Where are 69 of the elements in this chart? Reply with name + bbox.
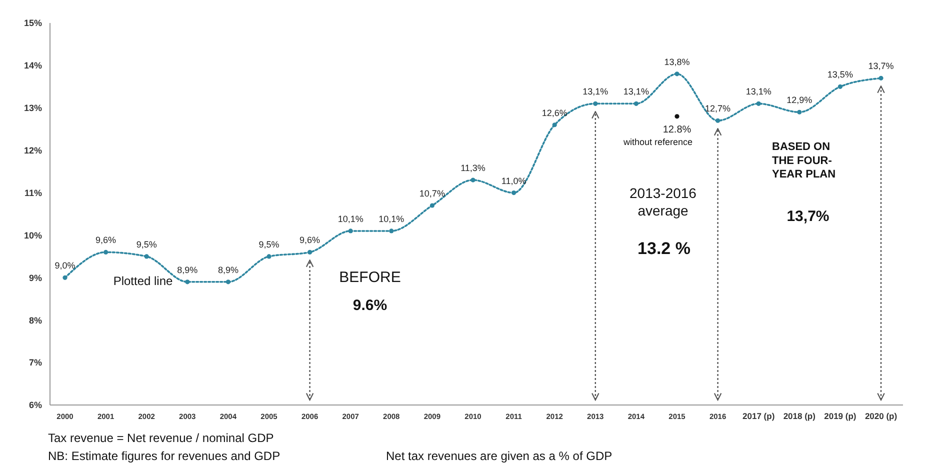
data-label: 11,0%	[501, 176, 526, 186]
point	[634, 101, 638, 106]
point	[674, 72, 680, 76]
y-tick-label: 8%	[28, 315, 42, 326]
text: Tax revenue = Net revenue / nominal GDP	[48, 431, 274, 445]
x-tick-label: 2019 (p)	[824, 411, 856, 421]
point	[674, 114, 680, 119]
annotation: without reference	[622, 137, 693, 147]
x-tick-label: 2018 (p)	[783, 411, 816, 421]
point	[185, 280, 190, 284]
annotation: Plotted line	[113, 274, 174, 288]
data-label: 9,0%	[54, 260, 76, 271]
data-label: 8,9%	[177, 264, 198, 275]
y-tick-label: 15%	[24, 18, 42, 28]
point	[756, 101, 761, 106]
data-label: 12,7%	[705, 104, 731, 114]
point	[593, 101, 598, 106]
annotation: BASED ON THE FOUR- YEAR PLAN	[772, 141, 836, 180]
data-label: 13,5%	[827, 70, 853, 80]
y-tick-label: 11%	[24, 188, 42, 198]
data-label: 10,1%	[338, 214, 364, 224]
point	[62, 275, 68, 280]
point	[226, 280, 230, 284]
point	[430, 203, 434, 208]
text: NB: Estimate figures for revenues and GDP	[48, 449, 280, 463]
data-label: 11,3%	[460, 163, 486, 174]
y-tick-label: 7%	[28, 358, 42, 368]
data-label: 9,5%	[136, 239, 157, 250]
x-tick-label: 2017 (p)	[742, 411, 775, 421]
data-label: 13,1%	[582, 86, 608, 97]
y-tick-label: 13%	[24, 103, 42, 114]
data-label: 13,1%	[623, 86, 649, 97]
data-label: 10,1%	[378, 214, 404, 224]
point	[797, 110, 802, 114]
data-label: 10,7%	[419, 188, 445, 199]
y-tick-label: 6%	[28, 400, 42, 410]
data-label: 12,9%	[786, 95, 812, 106]
point	[308, 250, 312, 254]
data-label: 9,5%	[258, 239, 280, 250]
point	[104, 250, 108, 254]
data-label: 13,8%	[664, 56, 690, 67]
annotation: 13.2 %	[638, 239, 690, 258]
data-label: 12,6%	[542, 108, 568, 118]
y-tick-label: 9%	[28, 272, 42, 283]
point	[716, 118, 720, 123]
text: Net tax revenues are given as a % of GDP	[386, 449, 612, 463]
annotation: 13,7%	[786, 208, 830, 225]
point	[512, 190, 516, 196]
data-label: 13,1%	[746, 86, 772, 97]
point	[144, 254, 149, 259]
data-label: 8,9%	[218, 264, 238, 275]
y-tick-label: 10%	[24, 230, 42, 240]
point	[348, 228, 353, 234]
point	[838, 84, 842, 89]
x-tick-label: 2020 (p)	[864, 411, 898, 421]
point	[552, 122, 557, 128]
y-tick-label: 14%	[24, 60, 42, 71]
data-label: 12.8%	[662, 124, 692, 136]
data-label: 9,6%	[300, 235, 320, 246]
y-tick-label: 12%	[24, 145, 42, 156]
point	[470, 178, 476, 182]
point	[878, 76, 884, 80]
data-label: 9,6%	[96, 235, 116, 246]
annotation: BEFORE	[339, 269, 401, 286]
point	[266, 254, 272, 259]
annotation: 9.6%	[352, 297, 388, 314]
point	[389, 228, 394, 234]
data-label: 13,7%	[868, 61, 894, 72]
annotation: 2013-2016 average	[630, 185, 697, 218]
